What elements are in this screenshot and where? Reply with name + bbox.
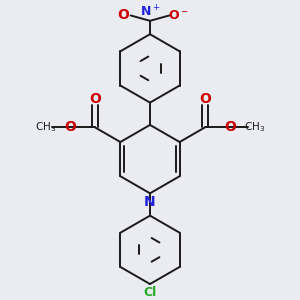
Text: O: O bbox=[199, 92, 211, 106]
Text: O: O bbox=[117, 8, 129, 22]
Text: O: O bbox=[224, 121, 236, 134]
Text: N$^+$: N$^+$ bbox=[140, 4, 160, 20]
Text: O$^-$: O$^-$ bbox=[168, 9, 189, 22]
Text: CH$_3$: CH$_3$ bbox=[244, 121, 265, 134]
Text: N: N bbox=[144, 195, 156, 209]
Text: CH$_3$: CH$_3$ bbox=[35, 121, 56, 134]
Text: Cl: Cl bbox=[143, 286, 157, 299]
Text: O: O bbox=[64, 121, 76, 134]
Text: O: O bbox=[89, 92, 101, 106]
